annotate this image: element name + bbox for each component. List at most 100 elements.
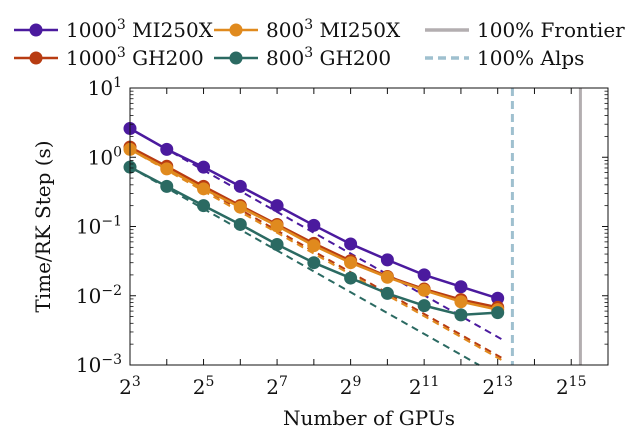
plot-frame (129, 87, 609, 366)
legend-entry: 100% Alps (425, 46, 584, 70)
label-rest: 100% Frontier (477, 18, 625, 42)
x-tick-label: 29 (340, 374, 362, 399)
legend-swatch-marker (229, 23, 243, 37)
data-point (270, 199, 284, 213)
data-point (270, 219, 284, 233)
data-point (344, 256, 358, 270)
legend-label: 10003 GH200 (66, 45, 204, 70)
data-point (197, 199, 211, 213)
data-point (160, 162, 174, 176)
data-point (233, 179, 247, 193)
legend-swatch-marker (229, 51, 243, 65)
x-tick-label: 215 (556, 374, 587, 399)
reference-lines (510, 88, 582, 365)
legend-entry: 8003 GH200 (214, 45, 391, 70)
legend-label: 100% Alps (477, 46, 584, 70)
data-point (380, 270, 394, 284)
data-point (417, 283, 431, 297)
series-group (123, 122, 505, 305)
legend-label: 10003 MI250X (66, 17, 214, 42)
data-point (417, 268, 431, 282)
label-superscript: 7 (279, 374, 288, 390)
data-point (307, 218, 321, 232)
legend-label: 8003 GH200 (266, 45, 391, 70)
x-tick-label: 213 (482, 374, 513, 399)
label-base: 2 (193, 375, 206, 399)
label-superscript: 1 (113, 75, 122, 91)
label-superscript: 13 (495, 374, 513, 390)
legend-entry: 8003 MI250X (214, 17, 401, 42)
label-superscript: 9 (353, 374, 362, 390)
x-axis-label: Number of GPUs (283, 406, 455, 430)
data-point (454, 308, 468, 322)
ideal-scaling-lines (129, 127, 502, 366)
data-point (233, 200, 247, 214)
y-tick-label: 10−3 (76, 352, 122, 377)
label-rest: MI250X (313, 18, 401, 42)
label-superscript: 5 (205, 374, 214, 390)
x-tick-label: 27 (266, 374, 288, 399)
legend-label: 8003 MI250X (266, 17, 401, 42)
legend-swatch-marker (29, 51, 43, 65)
label-base: 10 (76, 284, 101, 308)
y-tick-label: 10−1 (76, 214, 122, 239)
label-rest: MI250X (126, 18, 214, 42)
label-base: 2 (409, 375, 422, 399)
label-superscript: 15 (569, 374, 587, 390)
x-tick-label: 211 (409, 374, 440, 399)
data-point (454, 295, 468, 309)
data-point (380, 286, 394, 300)
label-base: 2 (482, 375, 495, 399)
label-superscript: 3 (304, 45, 313, 61)
data-point (160, 179, 174, 193)
y-axis-label: Time/RK Step (s) (31, 140, 55, 312)
label-base: 10 (88, 76, 113, 100)
data-point (454, 280, 468, 294)
data-point (233, 217, 247, 231)
label-rest: GH200 (126, 46, 204, 70)
x-tick-label: 23 (119, 374, 141, 399)
label-base: 2 (119, 375, 132, 399)
data-point (307, 256, 321, 270)
label-base: 10 (88, 145, 113, 169)
series-line (129, 127, 499, 300)
data-point (307, 239, 321, 253)
x-tick-label: 25 (193, 374, 215, 399)
label-superscript: −3 (101, 352, 122, 368)
ideal-scaling-line (129, 166, 480, 366)
label-superscript: 3 (117, 17, 126, 33)
legend-entry: 10003 GH200 (14, 45, 204, 70)
legend-swatch-marker (29, 23, 43, 37)
label-base: 800 (266, 18, 304, 42)
label-rest: 100% Alps (477, 46, 584, 70)
data-point (491, 291, 505, 305)
label-superscript: 0 (113, 144, 122, 160)
data-point (160, 142, 174, 156)
legend-label: 100% Frontier (477, 18, 625, 42)
legend: 10003 MI250X 8003 MI250X 100% Frontier1000… (14, 17, 625, 70)
y-tick-label: 101 (88, 75, 122, 100)
label-superscript: −2 (101, 283, 122, 299)
data-point (197, 160, 211, 174)
label-base: 2 (340, 375, 353, 399)
data-point (344, 237, 358, 251)
data-point (491, 306, 505, 320)
ideal-scaling-line (129, 127, 502, 340)
label-superscript: 3 (304, 17, 313, 33)
label-base: 1000 (66, 18, 117, 42)
label-base: 2 (556, 375, 569, 399)
label-base: 10 (76, 215, 101, 239)
data-point (417, 299, 431, 313)
data-point (380, 253, 394, 267)
label-superscript: −1 (101, 214, 122, 230)
series-group (123, 142, 505, 317)
label-base: 10 (76, 353, 101, 377)
y-tick-label: 10−2 (76, 283, 122, 308)
data-point (197, 182, 211, 196)
label-rest: GH200 (313, 46, 391, 70)
series-group (123, 160, 505, 322)
label-superscript: 3 (117, 45, 126, 61)
data-series (123, 122, 505, 322)
